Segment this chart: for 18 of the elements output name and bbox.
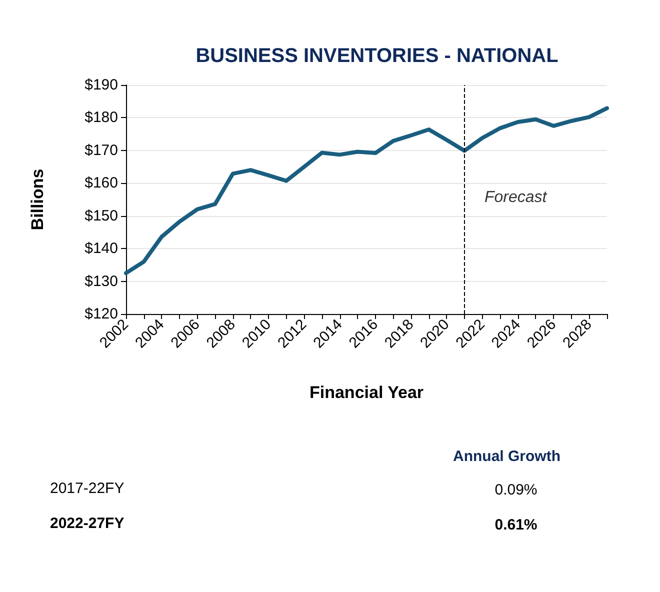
x-axis-title: Financial Year bbox=[309, 383, 424, 402]
y-tick-label: $190 bbox=[84, 76, 118, 94]
line-series bbox=[124, 106, 609, 276]
y-tick-label: $120 bbox=[84, 306, 118, 322]
y-tick-label: $180 bbox=[84, 109, 118, 126]
text: 0.09% bbox=[494, 482, 538, 498]
y-axis-title: Billions bbox=[28, 168, 47, 230]
text: 2022-27FY bbox=[50, 515, 124, 532]
text: Annual Growth bbox=[453, 448, 560, 465]
text: 2017-22FY bbox=[50, 480, 124, 497]
y-tick-label: $160 bbox=[84, 174, 118, 192]
y-tick-label: $150 bbox=[84, 207, 118, 224]
ref-line-label: Forecast bbox=[484, 189, 548, 206]
y-tick-label: $170 bbox=[84, 142, 118, 159]
chart-title: BUSINESS INVENTORIES - NATIONAL bbox=[196, 45, 558, 67]
y-tick-label: $130 bbox=[84, 272, 118, 290]
y-tick-label: $140 bbox=[84, 240, 118, 258]
text: 0.61% bbox=[494, 516, 538, 534]
